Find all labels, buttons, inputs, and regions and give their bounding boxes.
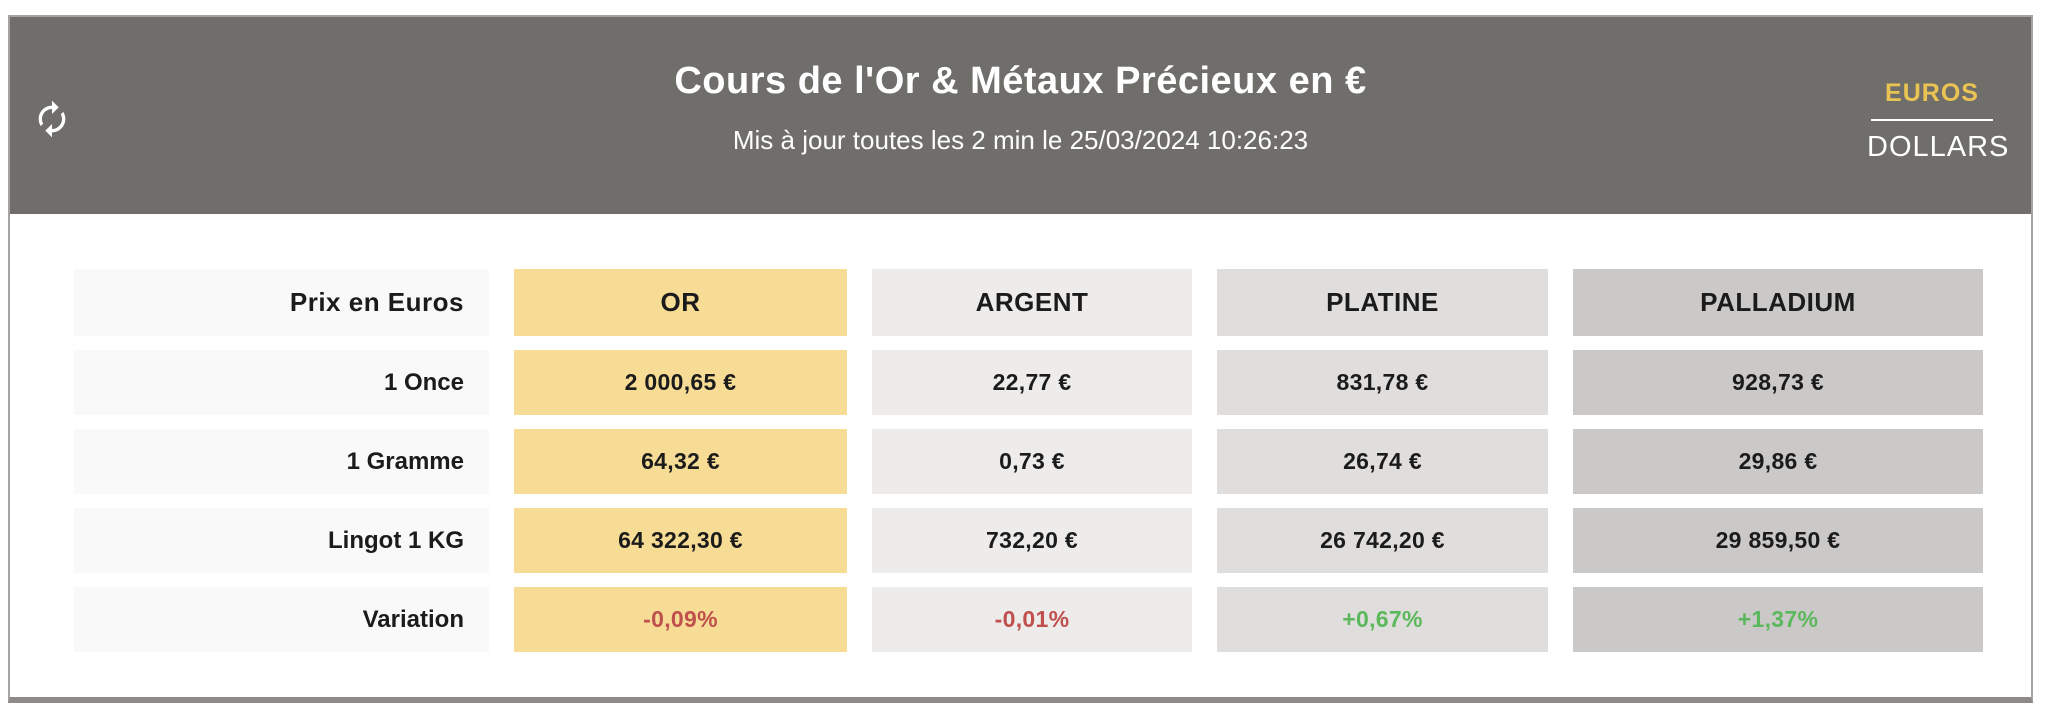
- price-argent-1-gramme: 0,73 €: [872, 429, 1192, 494]
- prices-table: Prix en Euros OR ARGENT PLATINE PALLADIU…: [74, 269, 2031, 652]
- price-or-1-once: 2 000,65 €: [514, 350, 847, 415]
- price-platine-1-once: 831,78 €: [1217, 350, 1548, 415]
- currency-option-dollars[interactable]: DOLLARS: [1867, 131, 2010, 163]
- card-body: Prix en Euros OR ARGENT PLATINE PALLADIU…: [10, 214, 2031, 652]
- row-label-1-gramme: 1 Gramme: [74, 429, 489, 494]
- column-header-or: OR: [514, 269, 847, 336]
- column-header-platine: PLATINE: [1217, 269, 1548, 336]
- page-title: Cours de l'Or & Métaux Précieux en €: [674, 60, 1367, 102]
- price-platine-1-gramme: 26,74 €: [1217, 429, 1548, 494]
- price-argent-lingot-1kg: 732,20 €: [872, 508, 1192, 573]
- variation-platine: +0,67%: [1217, 587, 1548, 652]
- column-header-argent: ARGENT: [872, 269, 1192, 336]
- currency-divider: [1871, 119, 1993, 121]
- currency-option-euros[interactable]: EUROS: [1885, 79, 1979, 107]
- row-label-variation: Variation: [74, 587, 489, 652]
- card-header: Cours de l'Or & Métaux Précieux en € Mis…: [10, 17, 2031, 214]
- price-palladium-1-gramme: 29,86 €: [1573, 429, 1983, 494]
- price-or-1-gramme: 64,32 €: [514, 429, 847, 494]
- price-platine-lingot-1kg: 26 742,20 €: [1217, 508, 1548, 573]
- price-argent-1-once: 22,77 €: [872, 350, 1192, 415]
- table-corner-label: Prix en Euros: [74, 269, 489, 336]
- header-titles: Cours de l'Or & Métaux Précieux en € Mis…: [10, 60, 2031, 156]
- refresh-icon: [38, 100, 66, 138]
- price-palladium-lingot-1kg: 29 859,50 €: [1573, 508, 1983, 573]
- refresh-button[interactable]: [28, 95, 76, 143]
- row-label-1-once: 1 Once: [74, 350, 489, 415]
- price-or-lingot-1kg: 64 322,30 €: [514, 508, 847, 573]
- precious-metals-card: Cours de l'Or & Métaux Précieux en € Mis…: [8, 15, 2033, 703]
- variation-argent: -0,01%: [872, 587, 1192, 652]
- variation-palladium: +1,37%: [1573, 587, 1983, 652]
- price-palladium-1-once: 928,73 €: [1573, 350, 1983, 415]
- currency-toggle: EUROS DOLLARS: [1867, 79, 2010, 164]
- variation-or: -0,09%: [514, 587, 847, 652]
- column-header-palladium: PALLADIUM: [1573, 269, 1983, 336]
- row-label-lingot-1kg: Lingot 1 KG: [74, 508, 489, 573]
- last-updated-text: Mis à jour toutes les 2 min le 25/03/202…: [732, 125, 1309, 155]
